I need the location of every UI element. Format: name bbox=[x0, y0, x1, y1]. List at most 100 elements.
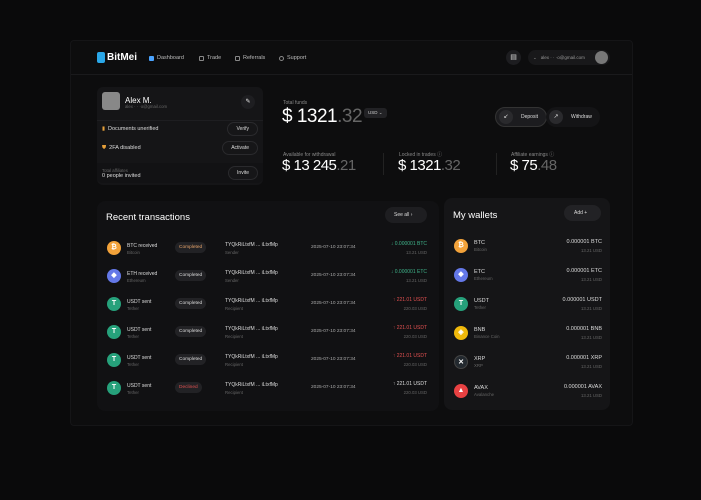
wallet-name: Binance Coin bbox=[474, 334, 500, 339]
verify-button[interactable]: Verify bbox=[227, 121, 258, 136]
coin-icon: ₿ bbox=[107, 241, 121, 255]
see-all-button[interactable]: See all › bbox=[385, 207, 427, 223]
wallet-row[interactable]: ₿ BTC Bitcoin 0.000001 BTC 13.21 USD bbox=[452, 235, 602, 263]
coin-icon: ₿ bbox=[454, 239, 468, 253]
tx-address: TYQkRiLtxfM ... iLtxfMp bbox=[225, 382, 278, 388]
withdraw-label: Withdraw bbox=[571, 114, 592, 120]
tx-coin: Tether bbox=[127, 306, 139, 311]
nav-label: Trade bbox=[207, 55, 222, 61]
available-int: $ 13 245 bbox=[282, 157, 337, 174]
tx-role: Recipient bbox=[225, 334, 243, 339]
tx-address: TYQkRiLtxfM ... iLtxfMp bbox=[225, 270, 278, 276]
logo[interactable]: BitMei bbox=[97, 52, 137, 63]
edit-button[interactable]: ✎ bbox=[241, 95, 255, 109]
info-icon[interactable]: ⓘ bbox=[549, 152, 555, 158]
affiliates-value: 0 people invited bbox=[102, 172, 141, 179]
wallet-row[interactable]: ◆ ETC Ethereum 0.000001 ETC 13.21 USD bbox=[452, 264, 602, 292]
currency-select[interactable]: USD ⌄ bbox=[364, 108, 387, 118]
available-dec: .21 bbox=[336, 157, 356, 174]
status-badge: Completed bbox=[175, 270, 207, 281]
deposit-button[interactable]: ↙ Deposit bbox=[495, 107, 547, 127]
tx-role: Sender bbox=[225, 278, 239, 283]
wallet-symbol: AVAX bbox=[474, 385, 488, 391]
tx-address: TYQkRiLtxfM ... iLtxfMp bbox=[225, 242, 278, 248]
tx-coin: Tether bbox=[127, 362, 139, 367]
tx-date: 2025-07-10 23:07:34 bbox=[311, 329, 356, 334]
coin-icon: ◈ bbox=[454, 326, 468, 340]
arrow-icon: ↑ bbox=[392, 325, 396, 331]
affiliate-label: Affiliate earnings ⓘ bbox=[511, 151, 554, 158]
wallet-name: Avalanche bbox=[474, 392, 494, 397]
nav-support[interactable]: Support bbox=[279, 55, 306, 61]
transaction-row[interactable]: T USDT sent Tether Completed TYQkRiLtxfM… bbox=[105, 293, 431, 319]
documents-row: ▮ Documents unerified Verify bbox=[97, 120, 263, 136]
avatar bbox=[102, 92, 120, 110]
documents-button[interactable]: ▤ bbox=[506, 50, 521, 65]
document-icon: ▤ bbox=[510, 54, 517, 61]
wallet-row[interactable]: ◈ BNB Binance Coin 0.000001 BNB 13.21 US… bbox=[452, 322, 602, 350]
brand-name: BitMei bbox=[107, 52, 137, 63]
wallet-row[interactable]: ✕ XRP XRP 0.000001 XRP 13.21 USD bbox=[452, 351, 602, 379]
nav-label: Dashboard bbox=[157, 55, 184, 61]
transaction-row[interactable]: T USDT sent Tether Completed TYQkRiLtxfM… bbox=[105, 349, 431, 375]
wallet-row[interactable]: ▲ AVAX Avalanche 0.000001 AVAX 13.21 USD bbox=[452, 380, 602, 408]
total-dec: .32 bbox=[337, 106, 363, 127]
logo-icon bbox=[97, 52, 105, 63]
nav-trade[interactable]: Trade bbox=[199, 55, 221, 61]
nav-label: Support bbox=[287, 55, 307, 61]
trade-icon bbox=[199, 55, 204, 61]
wallet-amount: 0.000001 AVAX bbox=[563, 384, 602, 390]
profile-card: Alex M. alex · · ·o@gmail.com ✎ ▮ Documen… bbox=[97, 87, 263, 185]
wallet-symbol: USDT bbox=[474, 298, 489, 304]
invite-button[interactable]: Invite bbox=[228, 166, 258, 180]
coin-icon: ▲ bbox=[454, 384, 468, 398]
twofa-row: ⛊ 2FA disabled Activate bbox=[97, 140, 263, 156]
tx-address: TYQkRiLtxfM ... iLtxfMp bbox=[225, 298, 278, 304]
coin-icon: T bbox=[107, 325, 121, 339]
user-menu[interactable]: ⌄ alex · · ·o@gmail.com bbox=[528, 50, 610, 65]
tx-date: 2025-07-10 23:07:34 bbox=[311, 357, 356, 362]
support-icon bbox=[279, 55, 284, 61]
nav-referrals[interactable]: Referrals bbox=[235, 55, 265, 61]
arrow-icon: ↑ bbox=[392, 381, 396, 387]
coin-icon: T bbox=[107, 297, 121, 311]
wallet-amount: 0.000001 ETC bbox=[566, 268, 602, 274]
coin-icon: ◆ bbox=[107, 269, 121, 283]
locked-int: $ 1321 bbox=[398, 157, 441, 174]
activate-button[interactable]: Activate bbox=[222, 141, 258, 155]
add-wallet-button[interactable]: Add + bbox=[564, 205, 601, 221]
currency-value: USD bbox=[368, 110, 378, 115]
top-nav: BitMei Dashboard Trade Referrals Support… bbox=[71, 41, 632, 75]
arrow-icon: ↑ bbox=[392, 353, 396, 359]
info-icon[interactable]: ⓘ bbox=[437, 152, 443, 158]
wallet-amount: 0.000001 BNB bbox=[566, 326, 602, 332]
add-label: Add bbox=[574, 210, 583, 216]
wallets-panel: My wallets Add + ₿ BTC Bitcoin 0.000001 … bbox=[444, 198, 610, 410]
wallets-title: My wallets bbox=[453, 210, 498, 221]
tx-usd: 220.03 USD bbox=[403, 362, 427, 367]
tx-title: USDT sent bbox=[127, 383, 152, 389]
affiliates-label: Total affiliates bbox=[102, 167, 128, 173]
wallet-row[interactable]: T USDT Tether 0.000001 USDT 13.21 USD bbox=[452, 293, 602, 321]
transaction-row[interactable]: T USDT sent Tether Declined TYQkRiLtxfM … bbox=[105, 377, 431, 403]
tx-role: Recipient bbox=[225, 362, 243, 367]
tx-amount: ↑ 221.01 USDT bbox=[393, 381, 427, 387]
dashboard-icon bbox=[149, 55, 154, 61]
plus-icon: + bbox=[584, 210, 588, 216]
tx-date: 2025-07-10 23:07:34 bbox=[311, 273, 356, 278]
status-badge: Declined bbox=[175, 382, 202, 393]
transaction-row[interactable]: ◆ ETH received Ethereum Completed TYQkRi… bbox=[105, 265, 431, 291]
profile-email: alex · · ·o@gmail.com bbox=[125, 104, 168, 109]
wallet-name: Tether bbox=[474, 305, 486, 310]
transaction-row[interactable]: ₿ BTC received Bitcoin Completed TYQkRiL… bbox=[105, 237, 431, 263]
avatar bbox=[595, 51, 608, 64]
wallet-usd: 13.21 USD bbox=[580, 364, 602, 369]
tx-coin: Tether bbox=[127, 334, 139, 339]
withdraw-button[interactable]: ↗ Withdraw bbox=[546, 107, 600, 127]
document-icon: ▮ bbox=[102, 125, 106, 132]
wallet-usd: 13.21 USD bbox=[580, 306, 602, 311]
nav-dashboard[interactable]: Dashboard bbox=[149, 55, 184, 61]
transaction-row[interactable]: T USDT sent Tether Completed TYQkRiLtxfM… bbox=[105, 321, 431, 347]
tx-address: TYQkRiLtxfM ... iLtxfMp bbox=[225, 326, 278, 332]
tx-address: TYQkRiLtxfM ... iLtxfMp bbox=[225, 354, 278, 360]
